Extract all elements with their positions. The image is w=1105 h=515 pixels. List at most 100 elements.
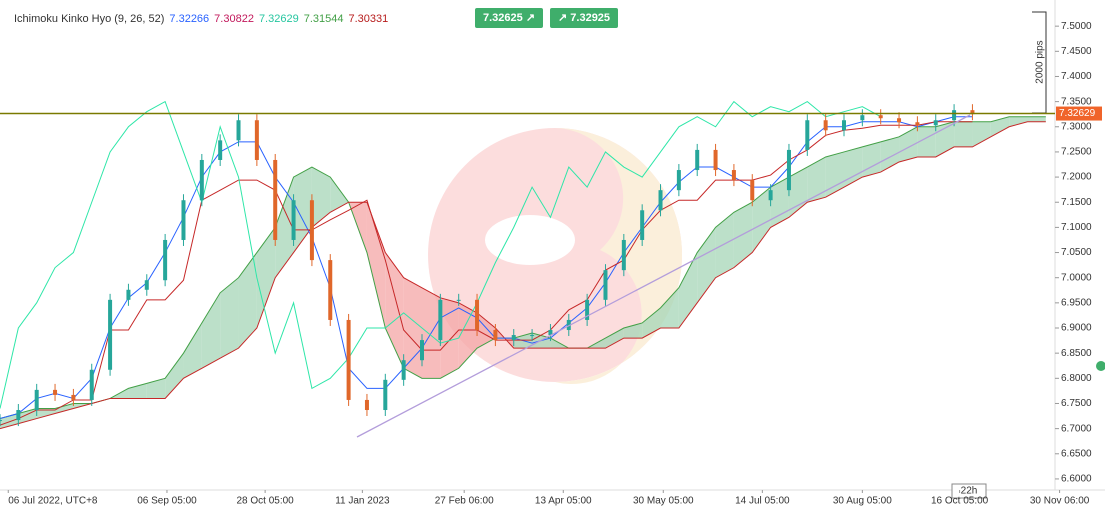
sell-button[interactable]: 7.32625 ↗ (475, 8, 544, 28)
cloud-fill (807, 156, 826, 203)
candle-body (768, 190, 773, 201)
indicator-legend: Ichimoku Kinko Hyo (9, 26, 52) 7.32266 7.3… (14, 13, 393, 25)
cloud-fill (844, 146, 863, 188)
cloud-fill (440, 297, 459, 379)
indicator-value: 7.30822 (214, 13, 254, 25)
candle-body (493, 330, 498, 341)
cloud-fill (1009, 116, 1028, 127)
candle-body (731, 170, 736, 181)
y-tick-label: 7.4000 (1061, 71, 1092, 82)
candle-body (309, 200, 314, 261)
y-tick-label: 6.9000 (1061, 323, 1092, 334)
candle-body (383, 379, 388, 411)
candle-body (970, 110, 975, 115)
cloud-fill (752, 187, 771, 253)
cloud-fill (458, 302, 478, 369)
candle-body (915, 122, 920, 126)
y-tick-label: 6.6000 (1061, 474, 1092, 485)
cloud-fill (183, 322, 202, 379)
candle-body (34, 389, 39, 411)
y-tick-label: 6.8500 (1061, 348, 1092, 359)
cloud-fill (311, 167, 331, 228)
candle-body (71, 394, 76, 400)
cloud-fill (366, 202, 386, 329)
x-tick-label: 30 Nov 06:00 (1030, 496, 1090, 507)
cloud-fill (788, 167, 808, 218)
trend-line (356, 114, 971, 438)
candle-body (805, 120, 810, 150)
cloud-fill (293, 167, 312, 253)
x-tick-label: 14 Jul 05:00 (735, 496, 790, 507)
y-tick-label: 6.7000 (1061, 423, 1092, 434)
cloud-fill (862, 141, 881, 178)
candle-body (53, 389, 58, 395)
countdown-box (951, 483, 987, 499)
candle-body (16, 410, 21, 421)
cloud-fill (220, 277, 239, 359)
cloud-fill (954, 121, 973, 147)
cloud-fill (899, 126, 918, 162)
candle-body (585, 299, 590, 320)
cloud-fill (715, 212, 734, 278)
y-tick-label: 6.6500 (1061, 448, 1092, 459)
candle-body (291, 200, 296, 240)
candle-body (199, 159, 204, 201)
cloud-fill (165, 353, 184, 399)
measure-label: 2000 pips (1035, 40, 1046, 83)
indicator-name: Ichimoku Kinko Hyo (9, 26, 52) (14, 13, 165, 25)
candle-body (933, 120, 938, 126)
cloud-fill (275, 177, 294, 278)
candle-body (218, 140, 223, 160)
candle-body (254, 120, 259, 160)
cloud-fill (825, 151, 844, 198)
cloud-fill (770, 177, 789, 228)
cloud-fill (403, 277, 422, 379)
candle-body (566, 319, 571, 331)
indicator-value: 7.30331 (348, 13, 389, 25)
candle-body (420, 340, 424, 361)
cloud-fill (660, 287, 679, 329)
cloud-fill (733, 202, 753, 268)
y-tick-label: 6.9500 (1061, 297, 1092, 308)
candle-body (475, 299, 480, 331)
y-tick-label: 7.2500 (1061, 147, 1092, 158)
x-tick-label: 16 Oct 05:00 (931, 496, 989, 507)
cloud-fill (880, 136, 900, 173)
candle-body (897, 118, 902, 123)
y-tick-label: 6.8000 (1061, 373, 1092, 384)
candle-body (750, 180, 755, 201)
countdown: 22h (961, 486, 978, 497)
cloud-fill (128, 383, 147, 399)
y-tick-label: 7.0500 (1061, 247, 1092, 258)
candle-body (530, 335, 535, 337)
cloud-fill (36, 408, 56, 419)
candle-body (364, 399, 369, 411)
x-tick-label: 30 May 05:00 (633, 496, 694, 507)
cloud-fill (256, 227, 276, 329)
candle-body (842, 120, 846, 131)
candle-body (108, 299, 113, 370)
candle-body (236, 120, 241, 141)
cloud-fill (55, 403, 74, 414)
y-tick-label: 7.3000 (1061, 121, 1092, 132)
buy-button[interactable]: ↗ 7.32925 (550, 8, 619, 28)
scroll-marker[interactable] (1096, 361, 1105, 371)
cloud-fill (146, 378, 166, 399)
candle-body (456, 299, 461, 301)
candle-body (346, 319, 351, 400)
candle-body (823, 120, 828, 131)
candle-body (603, 270, 608, 300)
candle-body (640, 210, 645, 240)
buy-price: 7.32925 (570, 12, 611, 24)
cloud-fill (477, 312, 496, 349)
candle-body (126, 289, 131, 300)
y-tick-label: 7.1500 (1061, 197, 1092, 208)
cloud-fill (605, 328, 624, 349)
candle-body (860, 115, 865, 121)
candle-body (144, 280, 149, 290)
candle-body (713, 149, 718, 171)
candle-body (163, 239, 168, 281)
y-tick-label: 7.2000 (1061, 172, 1092, 183)
candle-body (438, 299, 443, 341)
